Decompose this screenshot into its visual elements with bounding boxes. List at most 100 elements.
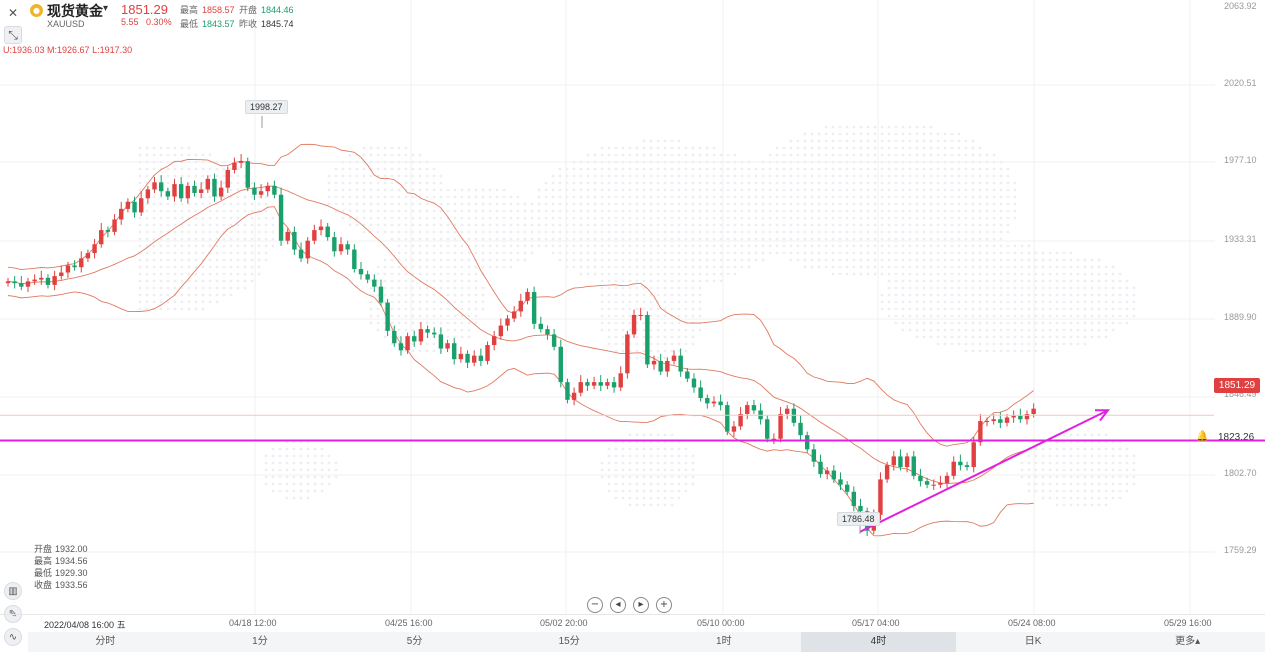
- symbol-name[interactable]: 现货黄金: [47, 3, 103, 19]
- map-dot: [859, 251, 863, 255]
- map-dot: [663, 356, 667, 360]
- map-dot: [649, 349, 653, 353]
- map-dot: [201, 153, 205, 157]
- more-periods-button[interactable]: 更多▴: [1175, 636, 1201, 647]
- price-alert[interactable]: 🔔 1823.26: [1196, 429, 1254, 445]
- map-dot: [299, 454, 303, 458]
- map-dot: [208, 286, 212, 290]
- candle-body: [691, 378, 697, 388]
- scroll-right-icon[interactable]: ▸: [633, 597, 649, 613]
- period-tab-active[interactable]: 4时: [801, 632, 956, 652]
- map-dot: [558, 258, 562, 262]
- zoom-out-icon[interactable]: −: [587, 597, 603, 613]
- map-dot: [1027, 335, 1031, 339]
- map-dot: [978, 307, 982, 311]
- drawing-overlay[interactable]: [0, 116, 1265, 534]
- map-dot: [243, 272, 247, 276]
- map-dot: [838, 272, 842, 276]
- map-dot: [348, 202, 352, 206]
- map-dot: [257, 216, 261, 220]
- bar-close: 收盘 1933.56: [31, 579, 88, 591]
- map-dot: [607, 335, 611, 339]
- map-dot: [698, 258, 702, 262]
- period-tab[interactable]: 5分: [406, 636, 423, 647]
- map-dot: [243, 237, 247, 241]
- map-dot: [768, 181, 772, 185]
- map-dot: [971, 202, 975, 206]
- map-dot: [957, 321, 961, 325]
- close-icon[interactable]: ✕: [7, 6, 19, 20]
- map-dot: [1048, 482, 1052, 486]
- scroll-left-icon[interactable]: ◂: [610, 597, 626, 613]
- symbol-code: XAUUSD: [47, 19, 85, 29]
- map-dot: [236, 237, 240, 241]
- map-dot: [509, 237, 513, 241]
- map-dot: [978, 258, 982, 262]
- map-dot: [621, 258, 625, 262]
- map-dot: [985, 230, 989, 234]
- period-tab[interactable]: 1分: [252, 636, 268, 647]
- map-dot: [467, 300, 471, 304]
- map-dot: [1062, 461, 1066, 465]
- map-dot: [964, 223, 968, 227]
- map-dot: [537, 202, 541, 206]
- bell-icon[interactable]: 🔔: [1196, 431, 1209, 442]
- map-dot: [656, 216, 660, 220]
- candle-body: [285, 231, 290, 241]
- map-dot: [887, 258, 891, 262]
- map-dot: [1090, 475, 1094, 479]
- expand-icon[interactable]: ⤡: [4, 26, 22, 44]
- map-dot: [901, 237, 905, 241]
- chevron-down-icon[interactable]: ▾: [103, 3, 109, 14]
- map-dot: [922, 132, 926, 136]
- map-dot: [488, 188, 492, 192]
- price-chart[interactable]: [0, 0, 1265, 614]
- map-dot: [467, 335, 471, 339]
- map-dot: [950, 146, 954, 150]
- map-dot: [768, 195, 772, 199]
- zoom-in-icon[interactable]: +: [656, 597, 672, 613]
- map-dot: [943, 167, 947, 171]
- chart-type-icon[interactable]: ▥: [4, 582, 22, 600]
- map-dot: [453, 328, 457, 332]
- map-dot: [964, 349, 968, 353]
- map-dot: [817, 230, 821, 234]
- period-tab[interactable]: 分时: [95, 636, 116, 647]
- map-dot: [1097, 503, 1101, 507]
- map-dot: [971, 265, 975, 269]
- map-dot: [1006, 314, 1010, 318]
- map-dot: [1132, 468, 1136, 472]
- map-dot: [691, 307, 695, 311]
- period-tab[interactable]: 日K: [1024, 636, 1042, 647]
- map-dot: [404, 328, 408, 332]
- map-dot: [138, 216, 142, 220]
- map-dot: [166, 223, 170, 227]
- map-dot: [614, 223, 618, 227]
- map-dot: [600, 146, 604, 150]
- period-tab[interactable]: 15分: [558, 636, 580, 647]
- bar-open-value: 1932.00: [55, 544, 88, 554]
- map-dot: [971, 153, 975, 157]
- map-dot: [439, 321, 443, 325]
- candle-body: [978, 421, 983, 443]
- map-dot: [439, 258, 443, 262]
- map-dot: [873, 153, 877, 157]
- period-tab[interactable]: 1时: [716, 636, 732, 647]
- map-dot: [152, 237, 156, 241]
- map-dot: [1062, 293, 1066, 297]
- map-dot: [894, 146, 898, 150]
- map-dot: [355, 202, 359, 206]
- map-dot: [880, 167, 884, 171]
- map-dot: [1125, 489, 1129, 493]
- map-dot: [502, 202, 506, 206]
- map-dot: [663, 321, 667, 325]
- map-dot: [159, 279, 163, 283]
- map-dot: [1027, 286, 1031, 290]
- indicator-icon[interactable]: ∿: [4, 628, 22, 646]
- map-dot: [684, 258, 688, 262]
- map-dot: [803, 223, 807, 227]
- map-dot: [334, 167, 338, 171]
- map-dot: [1076, 447, 1080, 451]
- map-dot: [810, 244, 814, 248]
- map-dot: [383, 272, 387, 276]
